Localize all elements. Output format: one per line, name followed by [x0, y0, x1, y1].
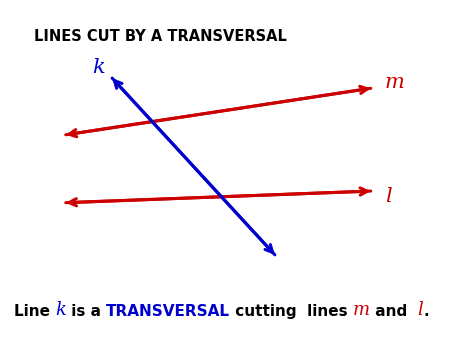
Text: and: and [370, 305, 418, 319]
Text: k: k [55, 301, 66, 319]
Text: TRANSVERSAL: TRANSVERSAL [106, 305, 230, 319]
Text: .: . [423, 305, 429, 319]
Text: m: m [353, 301, 370, 319]
Text: cutting  lines: cutting lines [230, 305, 353, 319]
Text: m: m [385, 73, 405, 92]
Text: LINES CUT BY A TRANSVERSAL: LINES CUT BY A TRANSVERSAL [34, 29, 287, 44]
Text: k: k [92, 58, 105, 77]
Text: l: l [418, 301, 423, 319]
Text: is a: is a [66, 305, 106, 319]
Text: Line: Line [14, 305, 55, 319]
Text: l: l [385, 187, 392, 206]
